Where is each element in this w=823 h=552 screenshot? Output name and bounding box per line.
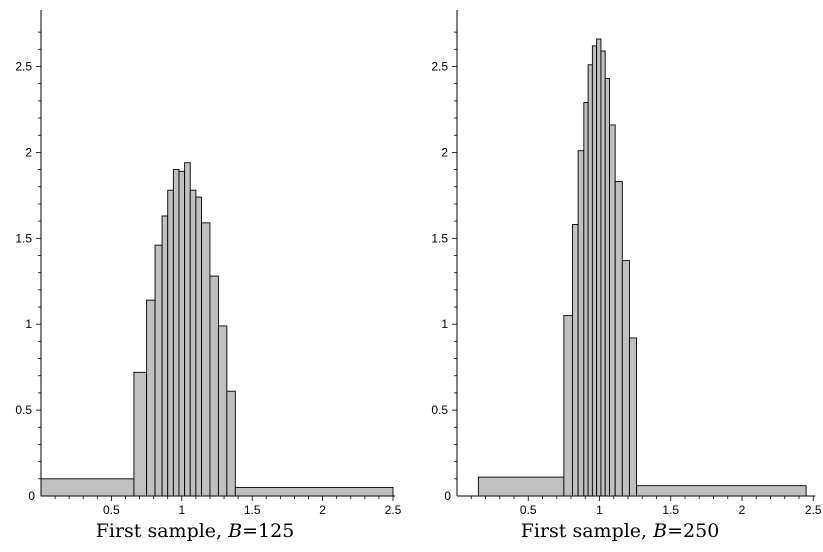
histogram-bar (167, 189, 174, 497)
histogram-bar (636, 485, 807, 497)
y-tick-label: 2.5 (431, 60, 448, 74)
histogram-bar (604, 78, 610, 497)
histogram-bar (609, 124, 616, 497)
y-tick-label: 1 (441, 317, 448, 331)
histogram-bar (614, 181, 623, 497)
histogram-bar (591, 45, 598, 497)
histogram-bar (587, 64, 593, 497)
origin-label: 0 (28, 489, 35, 503)
y-tick-label: 2.5 (15, 60, 32, 74)
histogram-bar (178, 170, 186, 497)
chart-caption-left: First sample, B=125 (5, 520, 385, 542)
histogram-bar (40, 478, 135, 497)
histogram-bar (217, 325, 228, 497)
y-tick-label: 1 (25, 317, 32, 331)
histogram-bar (195, 196, 202, 497)
x-tick-label: 0.5 (103, 503, 120, 517)
histogram-bar (600, 50, 606, 497)
x-tick-label: 2.5 (385, 503, 402, 517)
histogram-bar (172, 169, 180, 497)
x-tick-label: 2.5 (805, 503, 822, 517)
x-tick-label: 2 (739, 503, 746, 517)
histogram-bar (133, 371, 148, 497)
histogram-bar (201, 222, 211, 497)
histogram-bar (226, 390, 236, 497)
caption-variable: B (653, 520, 668, 542)
y-tick-label: 2 (25, 145, 32, 159)
x-tick-label: 1.5 (244, 503, 261, 517)
y-tick-label: 1.5 (15, 231, 32, 245)
origin-label: 0 (444, 489, 451, 503)
x-tick-label: 1 (178, 503, 185, 517)
x-tick-label: 1 (596, 503, 603, 517)
histogram-bar (184, 162, 191, 497)
y-tick-label: 2 (441, 145, 448, 159)
histogram-bar (189, 189, 197, 497)
caption-variable: B (228, 520, 243, 542)
histogram-bar (161, 215, 169, 497)
caption-value: =125 (242, 520, 295, 542)
histogram-bar (146, 299, 156, 497)
histogram-bar (154, 244, 163, 497)
histogram-bar (596, 38, 602, 497)
caption-text: First sample, (520, 520, 648, 542)
histogram-bar (563, 315, 573, 497)
histogram-bar (209, 275, 219, 497)
x-tick-label: 2 (319, 503, 326, 517)
histogram-bar (477, 476, 565, 497)
histogram-bar (583, 102, 589, 497)
y-tick-label: 1.5 (431, 231, 448, 245)
y-tick-label: 0.5 (15, 403, 32, 417)
chart-caption-right: First sample, B=250 (430, 520, 810, 542)
x-tick-label: 1.5 (662, 503, 679, 517)
histogram-bar (577, 150, 585, 497)
y-tick-label: 0.5 (431, 403, 448, 417)
histogram-bar (234, 486, 394, 497)
x-tick-label: 0.5 (520, 503, 537, 517)
caption-text: First sample, (95, 520, 223, 542)
caption-value: =250 (667, 520, 720, 542)
histogram-bar (621, 260, 630, 497)
histogram-bar (628, 337, 637, 497)
histogram-bar (571, 224, 579, 497)
